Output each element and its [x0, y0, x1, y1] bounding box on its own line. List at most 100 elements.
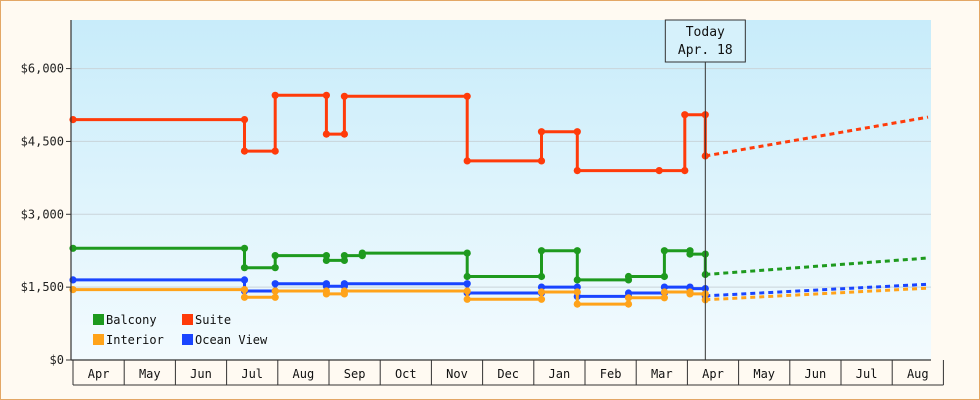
point-suite: [322, 91, 330, 99]
point-balcony: [537, 272, 546, 281]
point-interior: [463, 287, 471, 295]
point-interior: [573, 288, 581, 296]
grid: [71, 68, 931, 288]
point-balcony: [340, 252, 348, 260]
point-suite: [537, 157, 546, 165]
x-tick-label: Apr: [88, 367, 110, 381]
point-balcony: [240, 244, 249, 252]
legend-swatch-ocean-view: [182, 334, 193, 345]
today-date: Apr. 18: [678, 43, 733, 58]
point-suite: [240, 116, 249, 124]
point-balcony: [322, 256, 330, 264]
point-balcony: [271, 264, 279, 272]
point-balcony: [537, 247, 546, 255]
point-suite: [271, 147, 279, 155]
point-ocean-view: [463, 280, 471, 288]
point-interior: [537, 288, 546, 296]
forecast-interior: [705, 286, 929, 302]
series-interior: [69, 286, 929, 308]
point-suite: [340, 92, 348, 100]
point-interior: [340, 287, 348, 295]
point-interior: [537, 295, 546, 303]
point-suite: [655, 167, 663, 175]
legend-label-ocean-view: Ocean View: [195, 333, 268, 347]
point-interior: [240, 293, 249, 301]
point-balcony: [660, 247, 669, 255]
point-interior: [660, 294, 669, 302]
point-balcony: [271, 252, 279, 260]
axes: $0 $1,500 $3,000 $4,500 $6,000 Apr May Jun Jul Au…: [21, 20, 944, 386]
legend-label-interior: Interior: [106, 333, 164, 347]
x-tick-label: Oct: [395, 367, 417, 381]
plot-area: [71, 20, 931, 360]
point-suite: [340, 130, 348, 138]
point-balcony: [573, 247, 581, 255]
point-ocean-view: [340, 280, 348, 288]
point-balcony: [624, 272, 633, 281]
x-tick-label: Aug: [907, 367, 929, 381]
point-interior: [660, 288, 669, 296]
x-tick-label: May: [753, 367, 775, 381]
point-balcony: [463, 272, 471, 281]
x-tick-label: Nov: [446, 367, 468, 381]
y-tick-label: $1,500: [21, 280, 64, 294]
point-balcony: [240, 264, 249, 272]
x-tick-label: Jul: [856, 367, 878, 381]
point-suite: [537, 128, 546, 136]
y-tick-label: $3,000: [21, 207, 64, 221]
point-suite: [573, 167, 581, 175]
point-interior: [322, 290, 330, 298]
x-tick-label: Dec: [497, 367, 519, 381]
point-balcony: [573, 276, 581, 284]
legend-label-suite: Suite: [195, 313, 231, 327]
point-interior: [573, 300, 581, 308]
x-tick-label: Jun: [190, 367, 212, 381]
point-ocean-view: [271, 280, 279, 288]
legend-swatch-suite: [182, 314, 193, 325]
x-tick-label: Sep: [344, 367, 366, 381]
today-callout: [664, 19, 746, 63]
legend-label-balcony: Balcony: [106, 313, 157, 327]
point-suite: [463, 92, 471, 100]
point-interior: [271, 293, 279, 301]
point-balcony: [660, 272, 669, 281]
point-balcony: [358, 249, 366, 257]
point-suite: [322, 130, 330, 138]
point-suite: [573, 128, 581, 136]
legend-swatch-interior: [93, 334, 104, 345]
point-balcony: [686, 250, 694, 258]
point-suite: [271, 91, 279, 99]
today-marker: Today Apr. 18: [664, 19, 746, 360]
x-tick-label: Jan: [549, 367, 571, 381]
series-suite: [69, 91, 929, 175]
forecast-suite: [705, 115, 929, 158]
series-layer: [69, 91, 929, 308]
forecast-ocean-view: [705, 282, 929, 298]
point-interior: [624, 300, 633, 308]
y-tick-label: $4,500: [21, 134, 64, 148]
point-interior: [624, 294, 633, 302]
x-tick-label: Apr: [702, 367, 724, 381]
forecast-balcony: [705, 256, 929, 277]
point-interior: [271, 287, 279, 295]
x-tick-label: May: [139, 367, 161, 381]
x-tick-label: Jul: [241, 367, 263, 381]
point-ocean-view: [240, 276, 249, 284]
x-tick-label: Feb: [600, 367, 622, 381]
point-interior: [240, 286, 249, 294]
legend: Balcony Suite Interior Ocean View: [93, 313, 268, 347]
point-interior: [463, 295, 471, 303]
series-balcony: [69, 244, 929, 284]
point-interior: [686, 290, 694, 298]
today-label: Today: [686, 25, 725, 40]
y-tick-label: $6,000: [21, 62, 64, 76]
point-suite: [240, 147, 249, 155]
x-tick-label: Mar: [651, 367, 673, 381]
line-suite: [73, 93, 707, 173]
point-suite: [681, 167, 689, 175]
legend-swatch-balcony: [93, 314, 104, 325]
y-tick-label: $0: [50, 353, 64, 367]
x-tick-label: Jun: [805, 367, 827, 381]
point-balcony: [463, 249, 471, 257]
